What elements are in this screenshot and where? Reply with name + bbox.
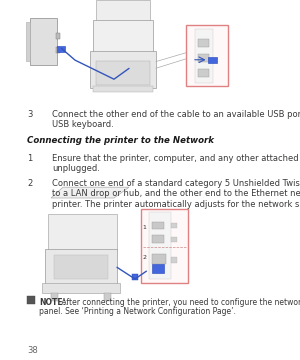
Bar [54,255,108,279]
Bar [26,22,30,61]
Bar [186,25,228,86]
Bar [171,257,177,263]
Bar [198,69,208,77]
Text: Ensure that the printer, computer, and any other attached devices are powered of: Ensure that the printer, computer, and a… [52,154,300,163]
Bar [141,209,188,283]
Bar [148,212,171,279]
Bar [198,39,208,47]
Text: 1: 1 [142,225,146,230]
Bar [56,32,60,39]
Bar [96,61,150,85]
Bar [90,51,156,88]
Bar [132,274,138,280]
Bar [208,57,217,63]
Bar [198,54,208,62]
Bar [152,221,164,229]
Bar [103,293,111,301]
Bar [56,46,60,53]
Bar [93,86,153,92]
Text: printer. The printer automatically adjusts for the network speed.: printer. The printer automatically adjus… [52,199,300,208]
Text: 3: 3 [27,110,32,119]
Bar [96,0,150,22]
Bar [57,46,64,52]
Bar [48,214,117,250]
Text: Connect the other end of the cable to an available USB port on the computer, not: Connect the other end of the cable to an… [52,110,300,119]
Bar [171,223,177,228]
Bar [93,20,153,51]
Text: 38: 38 [27,346,38,355]
Text: unplugged.: unplugged. [52,164,100,173]
Text: to a LAN drop or hub, and the other end to the Ethernet network port on the back: to a LAN drop or hub, and the other end … [52,189,300,198]
Text: panel. See ‘Printing a Network Configuration Page’.: panel. See ‘Printing a Network Configura… [39,307,236,316]
Text: USB keyboard.: USB keyboard. [52,120,114,129]
Bar [195,29,213,83]
Text: 2: 2 [27,179,32,188]
Bar [152,264,164,273]
Text: 2: 2 [142,255,146,260]
Text: NOTE:: NOTE: [39,298,66,307]
Bar [51,293,59,301]
Bar [27,296,35,304]
Bar [42,283,120,293]
Bar [171,237,177,242]
Text: Connect one end of a standard category 5 Unshielded Twisted Pair (UTP) network c: Connect one end of a standard category 5… [52,179,300,188]
Bar [30,18,57,65]
Bar [152,254,166,264]
Text: After connecting the printer, you need to configure the network parameters on th: After connecting the printer, you need t… [59,298,300,307]
Bar [45,249,117,284]
Polygon shape [51,187,129,198]
Text: 1: 1 [27,154,32,163]
Bar [152,235,164,243]
Text: Connecting the printer to the Network: Connecting the printer to the Network [27,136,214,145]
